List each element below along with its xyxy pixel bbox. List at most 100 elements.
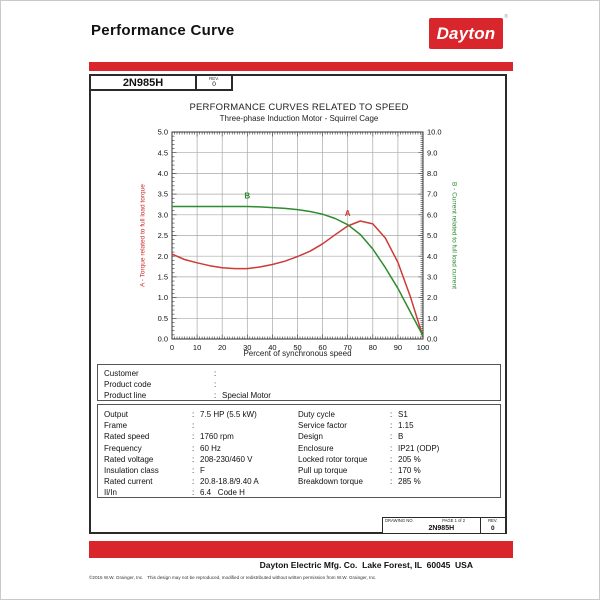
spec-value: F bbox=[200, 466, 205, 476]
registered-trademark-icon: ® bbox=[504, 14, 508, 20]
spec-row: Enclosure: IP21 (ODP) bbox=[298, 443, 496, 454]
y-left-tick-label: 3.5 bbox=[158, 190, 168, 199]
copyright-notice: ©2015 W.W. Grainger, Inc. This design ma… bbox=[89, 575, 377, 580]
y-left-tick-label: 5.0 bbox=[158, 128, 168, 137]
colon: : bbox=[192, 432, 195, 442]
revision-label: REV. bbox=[208, 76, 220, 81]
colon: : bbox=[192, 466, 195, 476]
y-left-tick-label: 1.5 bbox=[158, 273, 168, 282]
spec-label: Il/In bbox=[104, 488, 117, 498]
curve-current bbox=[171, 205, 424, 337]
colon: : bbox=[192, 421, 195, 431]
colon: : bbox=[390, 466, 393, 476]
y-right-tick-label: 7.0 bbox=[427, 190, 437, 199]
footer-divider-bar bbox=[89, 541, 513, 558]
drawing-no-value: 2N985H bbox=[428, 525, 455, 532]
customer-row: Customer : bbox=[104, 368, 500, 379]
page-title: Performance Curve bbox=[91, 22, 235, 39]
performance-chart: 0.0 0.5 1.0 1.5 2.0 2.5 3.0 3.5 4.0 4.5 5.0 0.0 1.0 2… bbox=[158, 128, 442, 352]
y-left-tick-label: 0.0 bbox=[158, 335, 168, 344]
dayton-logo: Dayton ® bbox=[429, 14, 508, 49]
colon: : bbox=[214, 369, 217, 378]
x-tick-label: 20 bbox=[218, 343, 226, 352]
spec-row: Rated voltage:208-230/460 V bbox=[104, 454, 294, 465]
spec-label: Breakdown torque bbox=[298, 477, 363, 487]
y-right-tick-label: 5.0 bbox=[427, 231, 437, 240]
right-axis-title: B - Current related to full load current bbox=[450, 182, 458, 289]
y-left-tick-label: 4.5 bbox=[158, 148, 168, 157]
y-right-tick-label: 10.0 bbox=[427, 128, 442, 137]
spec-label: Service factor bbox=[298, 421, 347, 431]
spec-label: Duty cycle bbox=[298, 410, 335, 419]
field-label: Product code bbox=[104, 380, 152, 390]
page-indicator: PAGE 1 of 2 bbox=[442, 518, 466, 523]
x-tick-label: 80 bbox=[369, 343, 377, 352]
spec-row: Frequency:60 Hz bbox=[104, 443, 294, 454]
drawing-no-label: DRAWING NO. bbox=[385, 518, 414, 523]
revision-cell: REV. 0 bbox=[195, 74, 233, 91]
spec-label: Pull up torque bbox=[298, 466, 348, 476]
spec-label: Enclosure bbox=[298, 443, 334, 453]
colon: : bbox=[192, 454, 195, 464]
x-tick-label: 0 bbox=[170, 343, 174, 352]
spec-value: 1760 rpm bbox=[200, 432, 234, 442]
spec-value: 285 % bbox=[398, 477, 421, 487]
field-label: Product line bbox=[104, 391, 147, 401]
y-right-tick-label: 9.0 bbox=[427, 148, 437, 157]
y-right-tick-label: 6.0 bbox=[427, 210, 437, 219]
spec-value: 20.8-18.8/9.40 A bbox=[200, 477, 259, 487]
model-number-strip: 2N985H REV. 0 bbox=[89, 74, 233, 91]
colon: : bbox=[390, 443, 393, 453]
y-right-tick-label: 2.0 bbox=[427, 293, 437, 302]
y-left-tick-label: 2.5 bbox=[158, 231, 168, 240]
spec-value: 60 Hz bbox=[200, 443, 221, 453]
drawing-number-block: DRAWING NO. PAGE 1 of 2 2N985H REV. 0 bbox=[382, 517, 506, 534]
y-left-tick-label: 1.0 bbox=[158, 293, 168, 302]
x-tick-label: 30 bbox=[243, 343, 251, 352]
spec-label: Rated voltage bbox=[104, 454, 154, 464]
colon: : bbox=[390, 421, 393, 431]
spec-row: Output:7.5 HP (5.5 kW) bbox=[104, 409, 294, 420]
y-right-tick-label: 1.0 bbox=[427, 314, 437, 323]
spec-row: Locked rotor torque:205 % bbox=[298, 454, 496, 465]
y-right-tick-label: 0.0 bbox=[427, 335, 437, 344]
spec-value: 205 % bbox=[398, 454, 421, 464]
colon: : bbox=[390, 410, 393, 419]
revision-value: 0 bbox=[212, 80, 216, 88]
company-address: Dayton Electric Mfg. Co. Lake Forest, IL… bbox=[259, 560, 473, 570]
colon: : bbox=[192, 443, 195, 453]
spec-row: Insulation class: F bbox=[104, 465, 294, 476]
product-code-row: Product code : bbox=[104, 379, 500, 390]
document-frame bbox=[89, 74, 507, 534]
y-left-tick-label: 0.5 bbox=[158, 314, 168, 323]
drawing-rev-label: REV. bbox=[488, 518, 498, 523]
spec-row: Frame: bbox=[104, 420, 294, 431]
model-number: 2N985H bbox=[89, 74, 197, 91]
customer-info-box: Customer : Product code : Product line :… bbox=[97, 364, 501, 401]
spec-column-left: Output:7.5 HP (5.5 kW) Frame: Rated speed:… bbox=[104, 409, 294, 499]
spec-value: 170 % bbox=[398, 466, 421, 476]
spec-row: Rated current:20.8-18.8/9.40 A bbox=[104, 476, 294, 487]
y-right-tick-label: 3.0 bbox=[427, 273, 437, 282]
curve-label-torque: A bbox=[345, 209, 351, 218]
y-right-tick-label: 4.0 bbox=[427, 252, 437, 261]
product-line-row: Product line : Special Motor bbox=[104, 390, 500, 401]
spec-column-right: Duty cycle: S1 Service factor:1.15 Design: B… bbox=[298, 409, 496, 487]
y-left-tick-label: 2.0 bbox=[158, 252, 168, 261]
spec-label: Locked rotor torque bbox=[298, 454, 368, 464]
spec-row: Design: B bbox=[298, 431, 496, 442]
colon: : bbox=[390, 432, 393, 442]
spec-label: Design bbox=[298, 432, 323, 442]
chart-subtitle: Three-phase Induction Motor - Squirrel C… bbox=[219, 114, 379, 123]
colon: : bbox=[192, 488, 195, 498]
x-tick-label: 50 bbox=[293, 343, 301, 352]
x-tick-label: 100 bbox=[417, 343, 430, 352]
x-tick-label: 40 bbox=[268, 343, 276, 352]
dayton-logo-text: Dayton bbox=[436, 23, 496, 43]
spec-value: IP21 (ODP) bbox=[398, 443, 440, 453]
colon: : bbox=[192, 410, 195, 419]
colon: : bbox=[214, 380, 217, 390]
x-tick-label: 60 bbox=[318, 343, 326, 352]
spec-row: Il/In:6.4 Code H bbox=[104, 487, 294, 498]
colon: : bbox=[390, 454, 393, 464]
